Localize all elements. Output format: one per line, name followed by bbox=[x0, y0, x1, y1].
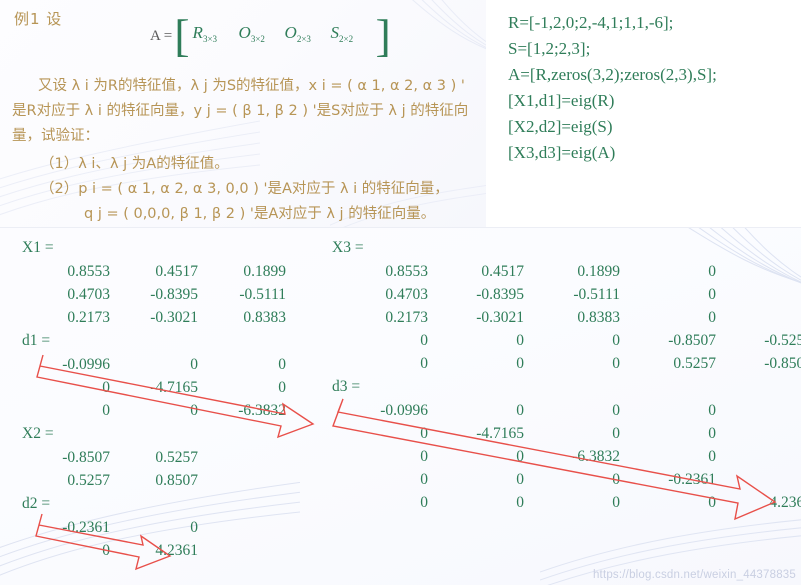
example-title: 例1 设 bbox=[14, 10, 63, 28]
output-decor-swirl-bottomright bbox=[540, 519, 801, 585]
code-line-2: S=[1,2;2,3]; bbox=[508, 39, 591, 58]
bracket-right: ] bbox=[375, 10, 391, 61]
table-row: 0 -4.7165 0 bbox=[102, 379, 286, 396]
code-line-6: [X3,d3]=eig(A) bbox=[508, 143, 616, 162]
problem-statement-line-2: 是R对应于 λ i 的特征向量，y j = ( β 1, β 2 ) '是S对应… bbox=[12, 103, 469, 119]
formula-cell-r22: S bbox=[330, 22, 340, 42]
label-d1: d1 = bbox=[22, 332, 51, 349]
bracket-left: [ bbox=[174, 10, 190, 61]
table-row: 0 0 -6.3832 bbox=[102, 402, 286, 419]
formula-cell-r21-sub: 2×3 bbox=[296, 34, 311, 45]
block-matrix-formula: A = [ R3×3 O3×2 O2×3 S2×2 ] bbox=[150, 10, 391, 61]
label-X1: X1 = bbox=[22, 239, 54, 256]
problem-statement-line-1: 又设 λ i 为R的特征值，λ j 为S的特征值，x i = ( α 1, α … bbox=[38, 78, 465, 94]
formula-matrix: R3×3 O3×2 O2×3 S2×2 bbox=[193, 24, 373, 48]
output-decor-swirl-topright bbox=[688, 228, 801, 284]
code-line-1: R=[-1,2,0;2,-4,1;1,1,-6]; bbox=[508, 13, 674, 32]
formula-lhs: A = bbox=[150, 27, 173, 44]
matrix-d2: -0.2361 0 0 4.2361 bbox=[22, 516, 286, 562]
label-X3: X3 = bbox=[332, 239, 364, 256]
table-row: 0.5257 0.8507 bbox=[67, 472, 198, 489]
formula-cell-r12-sub: 3×2 bbox=[250, 34, 265, 45]
formula-cell-r12: O bbox=[238, 22, 251, 42]
problem-statement-line-3: 量，试验证： bbox=[12, 128, 99, 144]
formula-cell-r11: R bbox=[192, 22, 203, 42]
lecture-slide-panel: 例1 设 A = [ R3×3 O3×2 O2×3 S2×2 ] 又设 λ i … bbox=[0, 0, 486, 228]
table-row: 0.4703 -0.8395 -0.5111 bbox=[67, 286, 286, 303]
formula-cell-r11-sub: 3×3 bbox=[202, 34, 218, 45]
formula-matrix-row-1: R3×3 O3×2 bbox=[192, 22, 285, 45]
matlab-code-panel: R=[-1,2,0;2,-4,1;1,1,-6]; S=[1,2;2,3]; A… bbox=[486, 0, 801, 228]
formula-cell-r21: O bbox=[284, 22, 297, 42]
formula-cell-r22-sub: 2×2 bbox=[339, 34, 354, 45]
code-line-3: A=[R,zeros(3,2);zeros(2,3),S]; bbox=[508, 65, 717, 84]
table-row: 000-0.8507-0.5257 bbox=[420, 332, 801, 349]
matrix-d1: -0.0996 0 0 0 -4.7165 0 0 0 -6.3832 bbox=[22, 353, 286, 422]
code-line-4: [X1,d1]=eig(R) bbox=[508, 91, 615, 110]
problem-item-1: （1）λ i、λ j 为A的特征值。 bbox=[40, 156, 229, 172]
table-row: -0.8507 0.5257 bbox=[62, 449, 198, 466]
watermark-text: https://blog.csdn.net/weixin_44378835 bbox=[592, 569, 796, 581]
label-d3: d3 = bbox=[332, 378, 361, 395]
table-row: 0 4.2361 bbox=[102, 542, 198, 559]
table-row: 0.8553 0.4517 0.1899 bbox=[67, 263, 286, 280]
formula-matrix-row-2: O2×3 S2×2 bbox=[284, 22, 373, 45]
output-column-left: X1 = 0.8553 0.4517 0.1899 0.4703 -0.8395 -0.… bbox=[22, 236, 286, 562]
panel-divider bbox=[0, 227, 801, 228]
label-d2: d2 = bbox=[22, 495, 51, 512]
label-X2: X2 = bbox=[22, 425, 54, 442]
problem-items: （1）λ i、λ j 为A的特征值。 （2）p i = ( α 1, α 2, … bbox=[40, 152, 480, 227]
matrix-X1: 0.8553 0.4517 0.1899 0.4703 -0.8395 -0.5111 … bbox=[22, 260, 286, 329]
problem-statement: 又设 λ i 为R的特征值，λ j 为S的特征值，x i = ( α 1, α … bbox=[12, 74, 478, 149]
table-row: -0.0996 0 0 bbox=[62, 356, 286, 373]
matlab-output-panel: X1 = 0.8553 0.4517 0.1899 0.4703 -0.8395 -0.… bbox=[0, 228, 801, 585]
table-row: 0.2173 -0.3021 0.8383 bbox=[67, 309, 286, 326]
code-line-5: [X2,d2]=eig(S) bbox=[508, 117, 613, 136]
matlab-code-block[interactable]: R=[-1,2,0;2,-4,1;1,1,-6]; S=[1,2;2,3]; A… bbox=[508, 10, 717, 166]
problem-item-3: q j = ( 0,0,0, β 1, β 2 ) '是A对应于 λ j 的特征… bbox=[84, 206, 436, 222]
table-row: -0.2361 0 bbox=[62, 519, 198, 536]
matrix-X2: -0.8507 0.5257 0.5257 0.8507 bbox=[22, 446, 286, 492]
problem-item-2: （2）p i = ( α 1, α 2, α 3, 0,0 ) '是A对应于 λ… bbox=[40, 181, 449, 197]
